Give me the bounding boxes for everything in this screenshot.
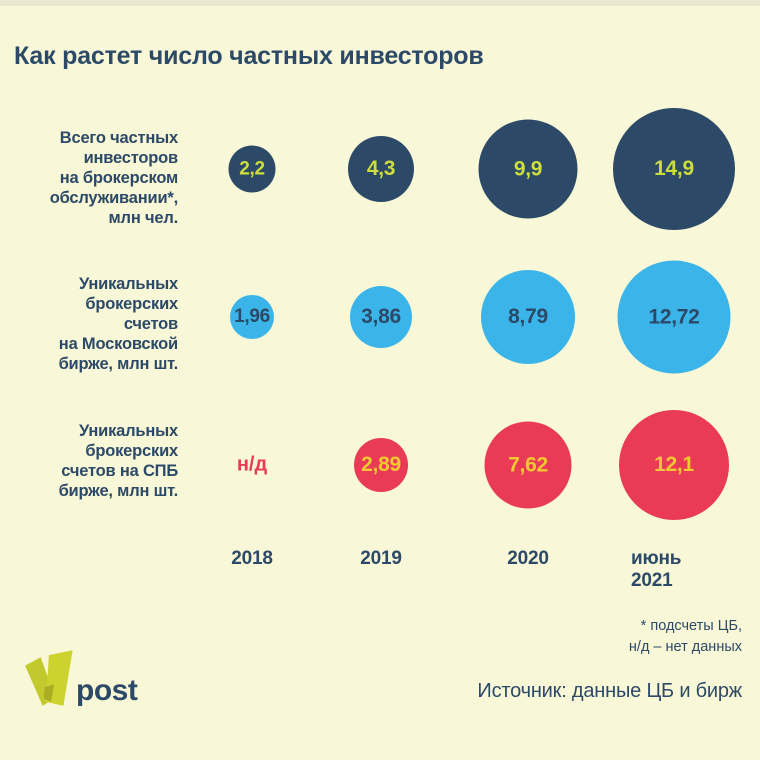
bubble-series2-2018: 1,96: [230, 295, 274, 339]
bubble-series3-июнь 2021: 12,1: [619, 410, 729, 520]
row-label-2: Уникальных брокерских счетов на Московск…: [58, 275, 179, 373]
bubble-series1-2018: 2,2: [228, 145, 276, 193]
bubble-value: 12,72: [648, 305, 700, 328]
bubble-series3-2019: 2,89: [354, 438, 408, 492]
axis-label-2020: 2020: [507, 548, 549, 569]
bubble-series2-июнь 2021: 12,72: [617, 260, 731, 374]
axis-label-июнь 2021: июнь 2021: [631, 548, 682, 591]
bubble-value: 7,62: [508, 453, 548, 476]
axis-label-2018: 2018: [231, 548, 273, 569]
page-title: Как растет число частных инвесторов: [14, 42, 484, 70]
footnote-line-1: * подсчеты ЦБ,: [640, 618, 742, 634]
bubble-series3-2020: 7,62: [484, 421, 572, 509]
bubble-series1-2019: 4,3: [348, 136, 414, 202]
bubble-value: 2,89: [361, 453, 401, 476]
vpost-logo-text: post: [76, 674, 138, 707]
bubble-value: 1,96: [234, 306, 270, 327]
bubble-value: 12,1: [654, 453, 694, 476]
bubble-value: 3,86: [361, 305, 401, 328]
bubble-value: 8,79: [508, 305, 548, 328]
no-data-value: н/д: [236, 453, 268, 476]
footnote-line-2: н/д – нет данных: [628, 639, 742, 655]
bubble-chart: Всего частных инвесторов на брокерском о…: [49, 108, 735, 591]
footnotes: * подсчеты ЦБ, н/д – нет данных: [629, 616, 742, 658]
bubble-value: 2,2: [239, 158, 265, 179]
row-label-1: Всего частных инвесторов на брокерском о…: [49, 129, 178, 227]
bubble-series2-2019: 3,86: [350, 286, 412, 348]
bubble-series2-2020: 8,79: [481, 270, 575, 364]
bubble-series1-2020: 9,9: [478, 119, 578, 219]
bubble-value: 9,9: [513, 157, 543, 180]
bubble-series1-июнь 2021: 14,9: [613, 108, 735, 230]
vpost-v-icon: [25, 650, 73, 706]
top-accent-strip: [0, 0, 760, 6]
row-label-3: Уникальных брокерских счетов на СПБ бирж…: [58, 422, 179, 500]
bubble-value: 4,3: [366, 157, 396, 180]
source-text: Источник: данные ЦБ и бирж: [477, 680, 742, 702]
vpost-logo: post: [20, 648, 138, 710]
bubble-value: 14,9: [654, 157, 694, 180]
axis-label-2019: 2019: [360, 548, 402, 569]
